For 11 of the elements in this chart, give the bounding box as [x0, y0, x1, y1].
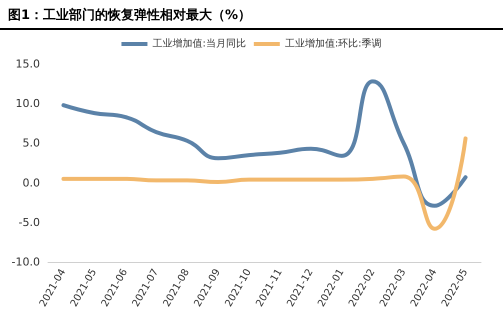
- y-tick-label: -5.0: [18, 216, 40, 229]
- y-tick-label: 15.0: [16, 58, 40, 70]
- legend-label: 工业增加值:当月同比: [152, 38, 246, 50]
- line-series: [61, 136, 468, 231]
- legend-label: 工业增加值:环比:季调: [284, 38, 382, 50]
- chart-title: 图1：工业部门的恢复弹性相对最大（%）: [0, 0, 503, 30]
- y-tick-label: 0.0: [22, 176, 40, 190]
- line-series: [61, 79, 468, 208]
- y-tick-label: 5.0: [22, 136, 40, 150]
- y-tick-label: 10.0: [16, 97, 40, 110]
- y-tick-label: -10.0: [12, 256, 40, 268]
